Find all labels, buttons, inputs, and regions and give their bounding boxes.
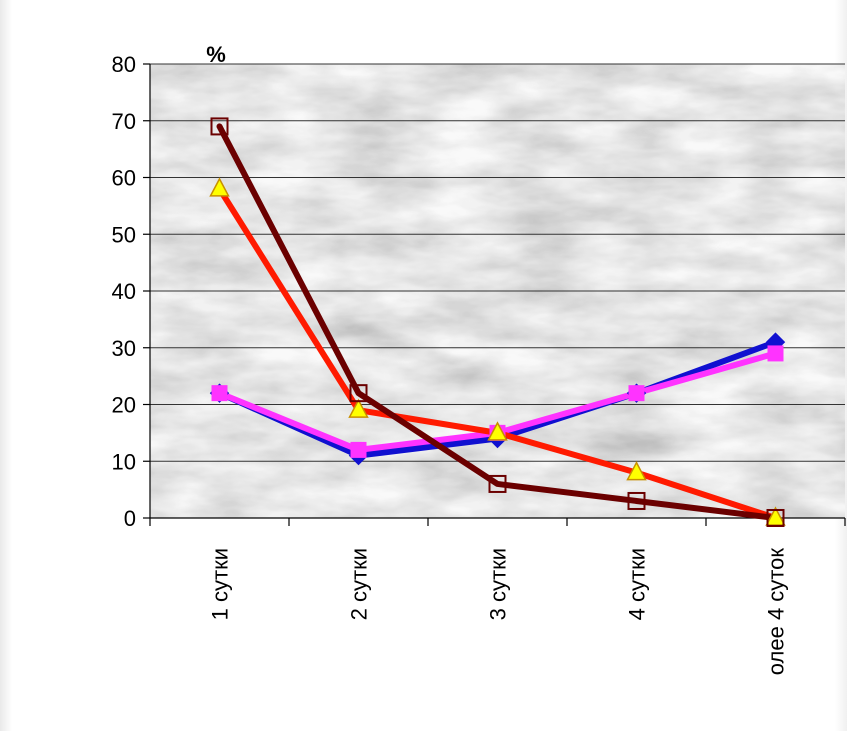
- data-point: [350, 441, 367, 458]
- x-category-label: олее 4 суток: [764, 548, 789, 676]
- data-point: [766, 509, 785, 527]
- data-point: [488, 474, 507, 493]
- series-markers: [209, 117, 786, 527]
- data-point: [767, 345, 784, 362]
- data-point: [348, 398, 369, 418]
- y-tick-label: 30: [112, 336, 136, 361]
- y-tick-label: 20: [112, 393, 136, 418]
- data-point: [210, 117, 229, 136]
- y-tick-label: 70: [112, 109, 136, 134]
- data-point: [209, 177, 230, 197]
- x-category-label: 3 сутки: [486, 548, 511, 620]
- y-tick-label: 0: [124, 506, 136, 531]
- x-category-label: 4 сутки: [625, 548, 650, 620]
- axes: 0 10 20 30 40 50 60 70 80 1 сутки 2 сутки 3 сутки 4 …: [112, 52, 846, 676]
- y-tick-label: 50: [112, 222, 136, 247]
- data-point: [211, 385, 228, 402]
- x-category-label: 2 сутки: [347, 548, 372, 620]
- y-tick-label: 10: [112, 449, 136, 474]
- series-line: [216, 123, 779, 521]
- y-unit-label: %: [206, 42, 226, 67]
- x-category-label: 1 сутки: [208, 548, 233, 620]
- data-point: [626, 460, 647, 481]
- data-point: [628, 385, 645, 402]
- data-point: [349, 384, 368, 403]
- data-point: [487, 421, 508, 441]
- data-point: [627, 491, 646, 510]
- y-tick-label: 40: [112, 279, 136, 304]
- y-tick-label: 80: [112, 52, 136, 77]
- y-tick-label: 60: [112, 166, 136, 191]
- gridlines: [150, 63, 845, 462]
